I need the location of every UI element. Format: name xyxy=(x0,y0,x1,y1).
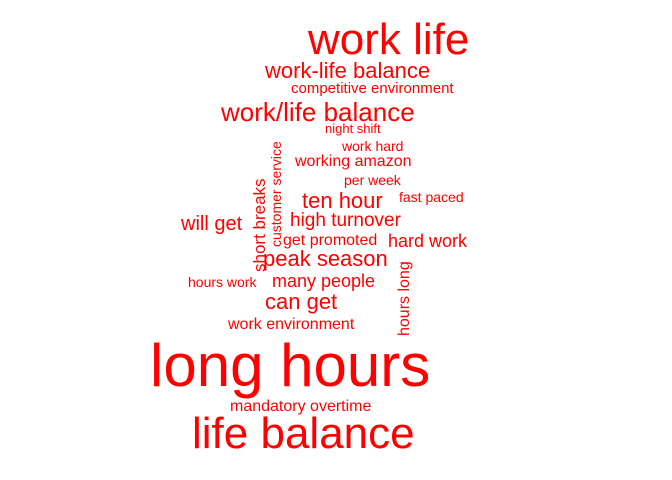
word-per-week: per week xyxy=(344,172,401,188)
word-work-environment: work environment xyxy=(228,316,355,333)
word-competitive-environment: competitive environment xyxy=(291,80,454,97)
word-working-amazon: working amazon xyxy=(295,153,412,170)
word-hours-work: hours work xyxy=(188,274,257,290)
word-customer-service: customer service xyxy=(268,141,284,247)
word-ten-hour: ten hour xyxy=(302,188,383,213)
word-will-get: will get xyxy=(181,213,243,235)
word-peak-season: peak season xyxy=(263,246,388,271)
word-work-hard: work hard xyxy=(342,138,404,154)
word-can-get: can get xyxy=(265,289,338,314)
word-long-hours: long hours xyxy=(150,332,431,399)
word-night-shift: night shift xyxy=(325,121,381,136)
word-short-breaks: short breaks xyxy=(250,178,269,272)
word-high-turnover: high turnover xyxy=(290,210,401,231)
word-fast-paced: fast paced xyxy=(399,189,464,205)
word-hours-long: hours long xyxy=(396,261,413,336)
word-many-people: many people xyxy=(272,271,376,291)
word-hard-work: hard work xyxy=(388,231,468,251)
word-mandatory-overtime: mandatory overtime xyxy=(230,398,372,415)
word-work-life: work life xyxy=(308,15,470,64)
word-life-balance: life balance xyxy=(192,409,415,458)
word-get-promoted: get promoted xyxy=(283,232,378,249)
word-work-slash-life-balance: work/life balance xyxy=(221,97,415,127)
word-work-life-balance: work-life balance xyxy=(265,58,431,83)
